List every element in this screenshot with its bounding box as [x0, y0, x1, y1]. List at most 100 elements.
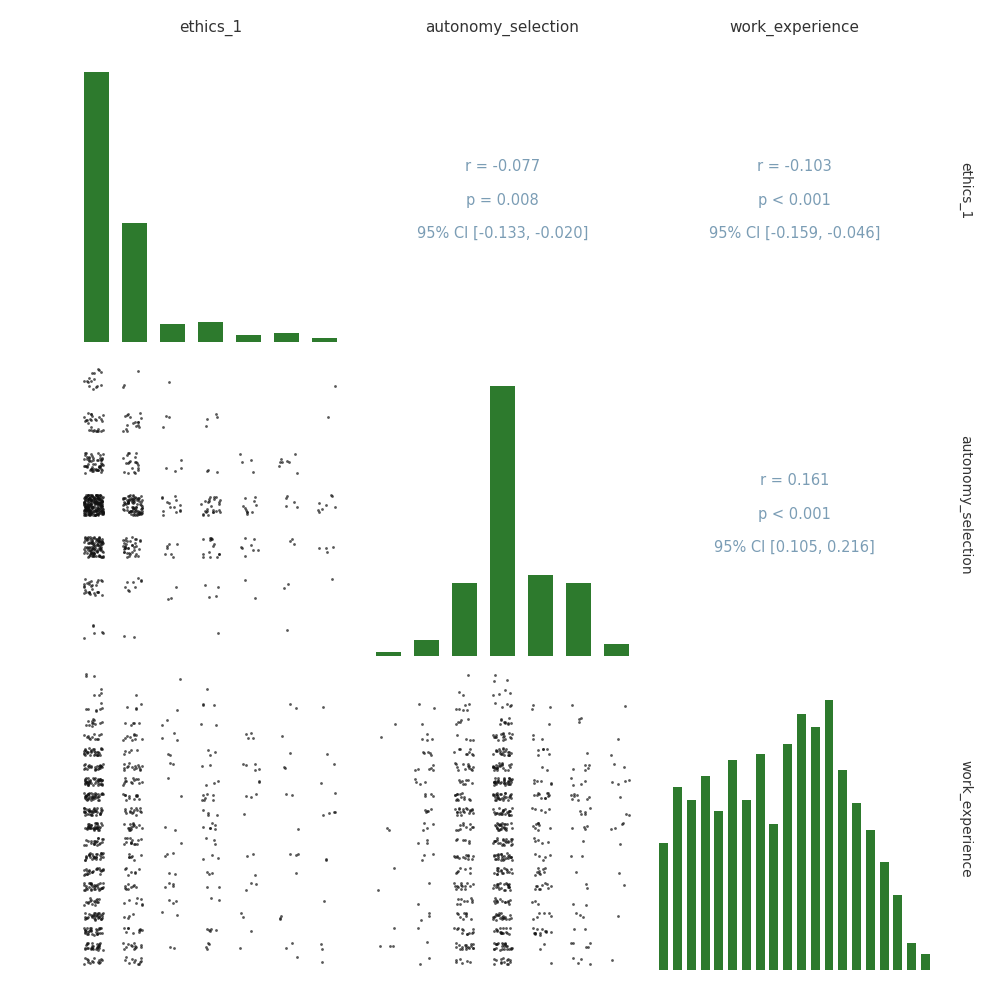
- Point: [494, 909, 510, 925]
- Point: [211, 496, 227, 512]
- Point: [163, 590, 179, 606]
- Point: [532, 925, 548, 941]
- Point: [94, 785, 110, 801]
- Point: [92, 760, 108, 776]
- Point: [80, 773, 96, 789]
- Point: [497, 909, 513, 925]
- Point: [87, 507, 103, 523]
- Point: [121, 822, 137, 838]
- Point: [448, 881, 464, 897]
- Point: [425, 788, 441, 804]
- Point: [459, 926, 475, 942]
- Point: [465, 759, 481, 775]
- Point: [115, 497, 131, 513]
- Point: [195, 507, 211, 523]
- Point: [454, 941, 470, 957]
- Point: [86, 537, 102, 553]
- Point: [81, 818, 97, 834]
- Point: [91, 488, 107, 504]
- Point: [76, 877, 92, 893]
- Point: [89, 837, 105, 853]
- Point: [490, 847, 506, 863]
- Point: [454, 773, 470, 789]
- Point: [116, 464, 132, 480]
- Point: [90, 818, 106, 834]
- Point: [202, 532, 218, 548]
- Point: [130, 771, 146, 787]
- Point: [78, 788, 94, 804]
- Point: [86, 365, 102, 381]
- Point: [289, 949, 305, 965]
- Point: [85, 741, 101, 757]
- Point: [79, 530, 95, 546]
- Point: [495, 725, 511, 741]
- Point: [158, 460, 174, 476]
- Bar: [907, 943, 916, 970]
- Point: [77, 909, 93, 925]
- Point: [448, 792, 464, 808]
- Point: [461, 940, 477, 956]
- Point: [78, 837, 94, 853]
- Point: [604, 952, 620, 968]
- Point: [83, 422, 99, 438]
- Point: [83, 759, 99, 775]
- Point: [127, 414, 143, 430]
- Point: [85, 617, 101, 633]
- Point: [320, 409, 336, 425]
- Point: [85, 381, 101, 397]
- Point: [373, 729, 389, 745]
- Point: [208, 717, 224, 733]
- Point: [119, 728, 135, 744]
- Point: [210, 579, 226, 595]
- Point: [168, 893, 184, 909]
- Point: [496, 820, 512, 836]
- Point: [94, 531, 110, 547]
- Point: [90, 775, 106, 791]
- Point: [420, 744, 436, 760]
- Point: [200, 805, 216, 821]
- Point: [92, 548, 108, 564]
- Point: [491, 817, 507, 833]
- Point: [78, 445, 94, 461]
- Point: [89, 488, 105, 504]
- Bar: [921, 954, 930, 970]
- Point: [460, 711, 476, 727]
- Point: [122, 409, 138, 425]
- Point: [487, 817, 503, 833]
- Point: [76, 743, 92, 759]
- Point: [498, 911, 514, 927]
- Point: [318, 497, 334, 513]
- Point: [490, 758, 506, 774]
- Point: [487, 760, 503, 776]
- Point: [419, 732, 435, 748]
- Point: [86, 493, 102, 509]
- Point: [500, 879, 516, 895]
- Point: [541, 746, 557, 762]
- Point: [500, 805, 516, 821]
- Point: [83, 817, 99, 833]
- Point: [497, 936, 513, 952]
- Point: [131, 506, 147, 522]
- Point: [86, 585, 102, 601]
- Point: [91, 772, 107, 788]
- Point: [89, 906, 105, 922]
- Point: [500, 956, 516, 972]
- Point: [199, 921, 215, 937]
- Point: [248, 497, 264, 513]
- Point: [86, 836, 102, 852]
- Point: [536, 864, 552, 880]
- Point: [92, 847, 108, 863]
- Point: [211, 879, 227, 895]
- Point: [82, 496, 98, 512]
- Point: [128, 879, 144, 895]
- Point: [94, 490, 110, 506]
- Point: [460, 939, 476, 955]
- Point: [128, 499, 144, 515]
- Point: [525, 727, 541, 743]
- Point: [200, 462, 216, 478]
- Point: [449, 831, 465, 847]
- Point: [125, 804, 141, 820]
- Point: [450, 891, 466, 907]
- Point: [128, 418, 144, 434]
- Point: [123, 835, 139, 851]
